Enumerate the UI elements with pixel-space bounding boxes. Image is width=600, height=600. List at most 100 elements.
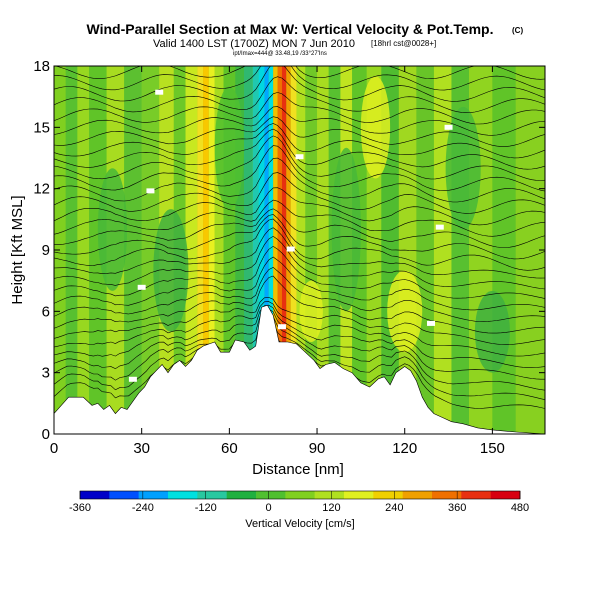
colorbar-label: Vertical Velocity [cm/s] [245, 518, 354, 530]
theta-contour [54, 297, 545, 345]
x-tick-label: 60 [221, 440, 238, 457]
chart-subtitle-tiny: ipt/Imax=444@ 33.48,19 /33°27'Ins [233, 51, 327, 57]
theta-contour [54, 76, 545, 114]
velocity-band [317, 66, 329, 434]
velocity-band [185, 66, 198, 434]
velocity-cell [214, 86, 244, 210]
theta-contour [54, 116, 545, 147]
colorbar-swatch [314, 491, 345, 499]
velocity-cell [474, 290, 510, 373]
theta-contour [54, 235, 545, 290]
x-tick-label: 90 [309, 440, 326, 457]
chart-title: Wind-Parallel Section at Max W: Vertical… [86, 21, 493, 37]
velocity-band [277, 66, 282, 434]
velocity-band [197, 66, 204, 434]
velocity-band [305, 66, 318, 434]
potential-temperature-contours [54, 66, 545, 409]
colorbar-tick-label: 0 [266, 502, 272, 514]
y-tick-label: 0 [42, 426, 50, 443]
colorbar-swatch [109, 491, 139, 499]
velocity-band [268, 66, 274, 434]
colorbar-swatch [80, 491, 110, 499]
colorbar-tick-label: 480 [511, 502, 529, 514]
velocity-band [235, 66, 244, 434]
velocity-band [252, 66, 259, 434]
velocity-cell [97, 168, 128, 291]
contour-labels [128, 89, 453, 382]
terrain [54, 304, 545, 434]
colorbar-tick-label: 120 [322, 502, 340, 514]
colorbar-swatch [461, 491, 491, 499]
velocity-band [65, 66, 78, 434]
contour-label-box [155, 89, 164, 95]
contour-label-box [444, 124, 453, 130]
colorbar-swatch [344, 491, 374, 499]
velocity-band [243, 66, 253, 434]
y-axis-label: Height [Kft MSL] [9, 195, 26, 304]
colorbar: -360 -240 -120 0 120 240 360 480 [69, 490, 529, 514]
velocity-band [273, 66, 278, 434]
theta-contour [54, 218, 545, 271]
theta-contour [54, 301, 545, 357]
velocity-cell [153, 209, 189, 332]
y-tick-label: 18 [33, 58, 50, 75]
contour-label-box [286, 246, 295, 252]
velocity-band [416, 66, 434, 434]
colorbar-swatch [226, 491, 257, 499]
x-tick-label: 30 [133, 440, 150, 457]
theta-contour [54, 214, 545, 260]
theta-contour [54, 245, 545, 299]
chart-title-mark: (C) [512, 26, 523, 35]
velocity-cell [299, 280, 323, 343]
chart-subtitle-small: [18hrl cst@0028+] [371, 39, 436, 48]
velocity-band [214, 66, 224, 434]
theta-contour [54, 172, 545, 214]
theta-contour [54, 123, 545, 159]
contour-label-box [128, 376, 137, 382]
colorbar-swatch [168, 491, 198, 499]
x-axis-label: Distance [nm] [252, 461, 344, 478]
colorbar-tick-label: 360 [448, 502, 466, 514]
velocity-band [296, 66, 306, 434]
velocity-band [141, 66, 160, 434]
x-tick-label: 120 [392, 440, 417, 457]
velocity-band [203, 66, 209, 434]
theta-contour [54, 227, 545, 279]
contour-label-box [435, 224, 444, 230]
theta-contour [54, 256, 545, 311]
theta-contour [54, 304, 545, 368]
theta-contour [54, 92, 545, 125]
contour-label-box [277, 324, 286, 330]
y-tick-label: 9 [42, 242, 50, 259]
velocity-band [77, 66, 90, 434]
velocity-band [208, 66, 215, 434]
theta-contour [54, 66, 545, 102]
velocity-band [264, 66, 269, 434]
plot-area [54, 66, 545, 434]
contour-label-box [427, 320, 436, 326]
colorbar-tick-label: 240 [385, 502, 403, 514]
colorbar-swatch [373, 491, 403, 499]
colorbar-swatch [432, 491, 462, 499]
theta-contour [54, 145, 545, 192]
theta-contour [54, 66, 545, 80]
theta-contour [54, 66, 545, 91]
theta-contour [54, 208, 545, 248]
theta-contour [54, 266, 545, 322]
colorbar-swatch [138, 491, 169, 499]
colorbar-tick-label: -120 [195, 502, 217, 514]
theta-contour [54, 128, 545, 170]
theta-contour [54, 106, 545, 136]
contour-label-box [295, 154, 304, 160]
contour-label-box [137, 284, 146, 290]
colorbar-swatch [256, 491, 286, 499]
velocity-band [281, 66, 287, 434]
theta-contour [54, 135, 545, 181]
y-tick-label: 15 [33, 119, 50, 136]
y-tick-label: 6 [42, 303, 50, 320]
y-tick-label: 3 [42, 365, 50, 382]
velocity-band [124, 66, 142, 434]
x-tick-label: 0 [50, 440, 58, 457]
theta-contour [54, 308, 545, 380]
